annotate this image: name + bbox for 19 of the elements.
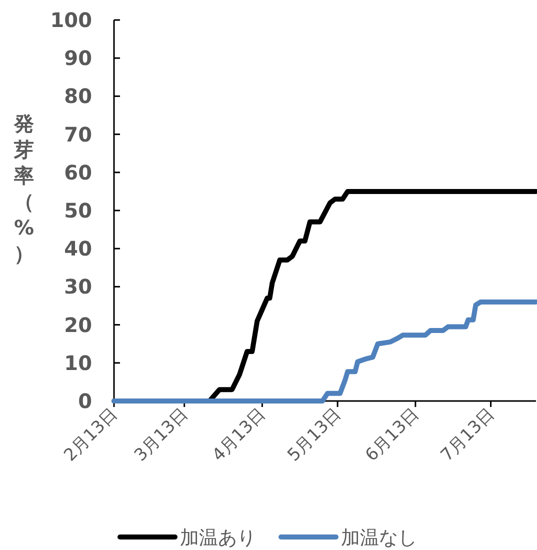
y-tick-label: 30	[64, 274, 92, 299]
x-tick-label: 6月13日	[362, 404, 423, 466]
legend-label: 加温あり	[180, 527, 256, 549]
y-tick-label: 40	[64, 236, 92, 261]
y-tick-label: 70	[64, 122, 92, 146]
y-tick-label: 0	[78, 389, 92, 413]
y-axis-title: 発芽率（%）	[13, 112, 34, 266]
x-tick-label: 4月13日	[208, 404, 270, 466]
y-tick-label: 100	[50, 8, 92, 32]
x-tick-label: 3月13日	[130, 404, 192, 466]
y-tick-label: 80	[64, 84, 92, 108]
x-tick-label: 5月13日	[284, 404, 346, 466]
legend-label: 加温なし	[341, 527, 417, 549]
y-tick-label: 60	[64, 160, 92, 184]
y-tick-label: 20	[64, 312, 92, 337]
y-tick-label: 90	[64, 46, 92, 70]
x-tick-label: 7月13日	[437, 404, 498, 466]
y-tick-label: 10	[64, 350, 92, 375]
y-tick-label: 50	[64, 198, 92, 222]
